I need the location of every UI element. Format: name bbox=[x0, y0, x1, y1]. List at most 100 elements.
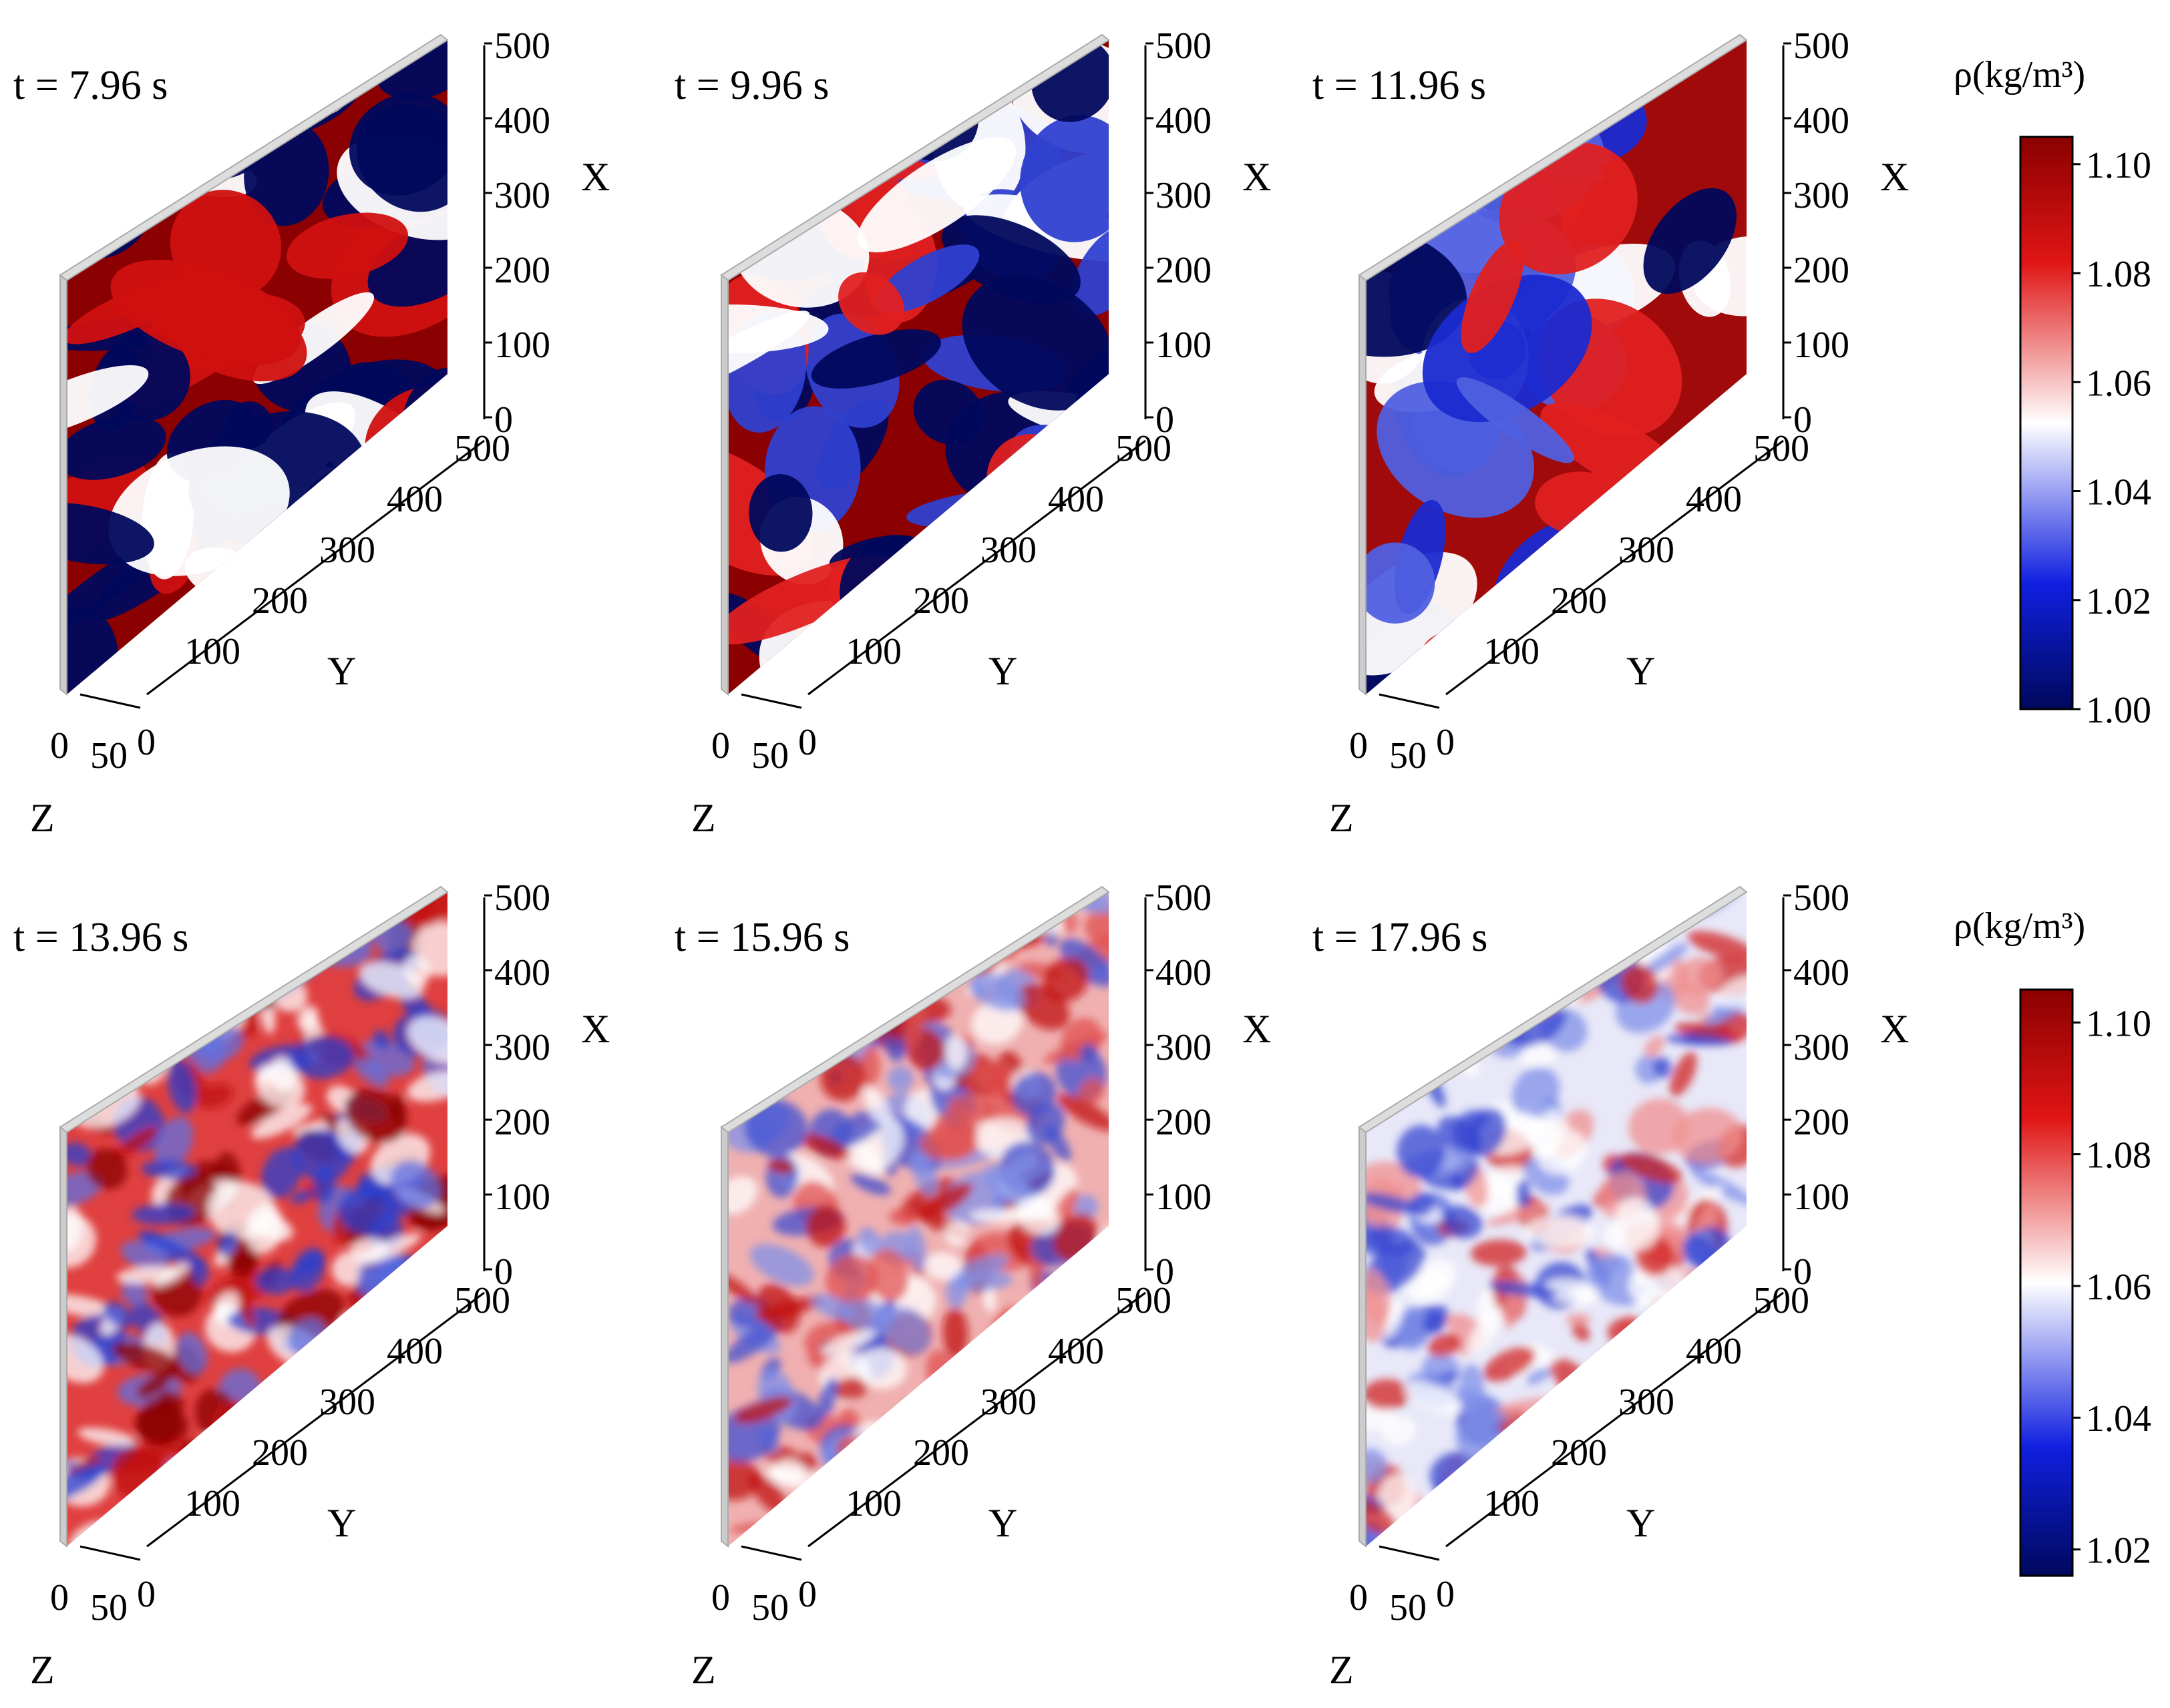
x-tick-label: 0 bbox=[494, 1251, 513, 1293]
x-tick-label: 0 bbox=[1793, 1251, 1812, 1293]
colorbar-2: ρ(kg/m³) 1.10 1.08 1.06 1.04 1.02 bbox=[1954, 905, 2151, 1577]
x-tick-label: 400 bbox=[494, 952, 550, 994]
z-axis-line bbox=[79, 1545, 141, 1561]
x-tick-label: 300 bbox=[1793, 175, 1849, 216]
z-axis-label: Z bbox=[691, 1648, 716, 1692]
x-tick-label: 200 bbox=[1155, 1102, 1212, 1143]
y-tick-label: 200 bbox=[1551, 580, 1607, 622]
y-tick-label: 400 bbox=[387, 479, 443, 520]
panel-5: t = 15.96 s0100200300400500X100200300400… bbox=[675, 877, 1271, 1692]
z-axis-label: Z bbox=[1329, 796, 1354, 840]
colorbar-tick-label: 1.04 bbox=[2086, 1398, 2151, 1440]
y-axis-label: Y bbox=[327, 649, 356, 693]
y-tick-label: 300 bbox=[1618, 529, 1674, 571]
density-field bbox=[728, 40, 1109, 694]
y-tick-label: 100 bbox=[1483, 631, 1540, 672]
y-tick-label: 400 bbox=[387, 1331, 443, 1372]
panel-4: t = 13.96 s0100200300400500X100200300400… bbox=[13, 877, 610, 1692]
z-tick-label: 0 bbox=[711, 725, 730, 767]
y-axis-label: Y bbox=[1626, 1501, 1655, 1545]
colorbar-title: ρ(kg/m³) bbox=[1954, 54, 2085, 95]
z-tick-label: 0 bbox=[1436, 722, 1455, 763]
time-label: t = 17.96 s bbox=[1312, 915, 1487, 960]
y-tick-label: 500 bbox=[1115, 428, 1171, 469]
y-tick-label: 100 bbox=[184, 631, 240, 672]
y-axis-line bbox=[146, 1291, 485, 1548]
time-label: t = 13.96 s bbox=[13, 915, 188, 960]
x-tick-label: 0 bbox=[494, 399, 513, 441]
y-tick-label: 300 bbox=[319, 529, 375, 571]
x-tick-label: 200 bbox=[494, 250, 550, 291]
z-axis-label: Z bbox=[691, 796, 716, 840]
y-tick-label: 100 bbox=[846, 1483, 902, 1524]
x-axis-label: X bbox=[1242, 155, 1271, 199]
colorbar-tick-label: 1.10 bbox=[2086, 1003, 2151, 1044]
z-tick-label: 0 bbox=[711, 1577, 730, 1619]
y-tick-label: 200 bbox=[913, 580, 969, 622]
x-tick-label: 100 bbox=[1793, 325, 1849, 366]
z-axis-line bbox=[1379, 693, 1440, 709]
side-face bbox=[59, 1125, 67, 1548]
colorbar-1: ρ(kg/m³) 1.10 1.08 1.06 1.04 1.02 1.00 bbox=[1954, 54, 2151, 731]
y-axis-line bbox=[807, 1291, 1146, 1548]
x-axis-label: X bbox=[1242, 1007, 1271, 1051]
z-tick-label: 50 bbox=[90, 735, 128, 777]
y-axis-line bbox=[1445, 1291, 1784, 1548]
x-tick-label: 500 bbox=[494, 877, 550, 919]
x-tick-label: 400 bbox=[1155, 952, 1212, 994]
density-field bbox=[67, 40, 447, 694]
z-tick-label: 0 bbox=[50, 725, 69, 767]
x-tick-label: 100 bbox=[494, 325, 550, 366]
x-tick-label: 300 bbox=[1155, 1027, 1212, 1068]
x-tick-label: 300 bbox=[1155, 175, 1212, 216]
y-tick-label: 300 bbox=[980, 529, 1037, 571]
y-tick-label: 500 bbox=[454, 1280, 510, 1321]
side-face bbox=[721, 1125, 729, 1548]
y-tick-label: 100 bbox=[184, 1483, 240, 1524]
y-tick-label: 100 bbox=[846, 631, 902, 672]
z-axis-line bbox=[741, 1545, 802, 1561]
x-tick-label: 300 bbox=[1793, 1027, 1849, 1068]
y-axis-label: Y bbox=[988, 649, 1017, 693]
y-tick-label: 400 bbox=[1686, 1331, 1742, 1372]
x-axis-label: X bbox=[1880, 155, 1909, 199]
colorbar-tick-label: 1.04 bbox=[2086, 472, 2151, 513]
z-tick-label: 0 bbox=[798, 722, 817, 763]
x-tick-label: 400 bbox=[1155, 100, 1212, 142]
y-tick-label: 500 bbox=[1753, 428, 1809, 469]
x-tick-label: 400 bbox=[494, 100, 550, 142]
x-tick-label: 400 bbox=[1793, 100, 1849, 142]
colorbar-tick-label: 1.06 bbox=[2086, 363, 2151, 404]
y-tick-label: 200 bbox=[252, 1432, 308, 1474]
x-tick-label: 200 bbox=[1155, 250, 1212, 291]
x-axis-label: X bbox=[1880, 1007, 1909, 1051]
colorbar-tick-label: 1.02 bbox=[2086, 581, 2151, 622]
x-axis-label: X bbox=[581, 155, 610, 199]
time-label: t = 15.96 s bbox=[675, 915, 850, 960]
z-axis-label: Z bbox=[1329, 1648, 1354, 1692]
y-axis-line bbox=[807, 439, 1146, 696]
y-tick-label: 400 bbox=[1048, 1331, 1104, 1372]
colorbar-gradient bbox=[2019, 136, 2074, 710]
y-axis-label: Y bbox=[988, 1501, 1017, 1545]
y-axis-label: Y bbox=[327, 1501, 356, 1545]
z-tick-label: 50 bbox=[1389, 735, 1427, 777]
z-tick-label: 0 bbox=[1436, 1574, 1455, 1615]
x-tick-label: 300 bbox=[494, 175, 550, 216]
side-face bbox=[1359, 273, 1367, 696]
x-tick-label: 0 bbox=[1155, 399, 1174, 441]
y-axis-line bbox=[146, 439, 485, 696]
y-tick-label: 500 bbox=[1115, 1280, 1171, 1321]
y-tick-label: 400 bbox=[1048, 479, 1104, 520]
z-tick-label: 50 bbox=[90, 1587, 128, 1629]
colorbar-gradient bbox=[2019, 988, 2074, 1577]
panel-2: t = 9.96 s0100200300400500X1002003004005… bbox=[675, 25, 1271, 840]
z-axis-label: Z bbox=[30, 796, 55, 840]
x-tick-label: 400 bbox=[1793, 952, 1849, 994]
colorbar-tick-label: 1.08 bbox=[2086, 1135, 2151, 1177]
x-axis-label: X bbox=[581, 1007, 610, 1051]
x-tick-label: 200 bbox=[1793, 250, 1849, 291]
z-axis-line bbox=[79, 693, 141, 709]
time-label: t = 9.96 s bbox=[675, 63, 829, 108]
z-axis-line bbox=[1379, 1545, 1440, 1561]
